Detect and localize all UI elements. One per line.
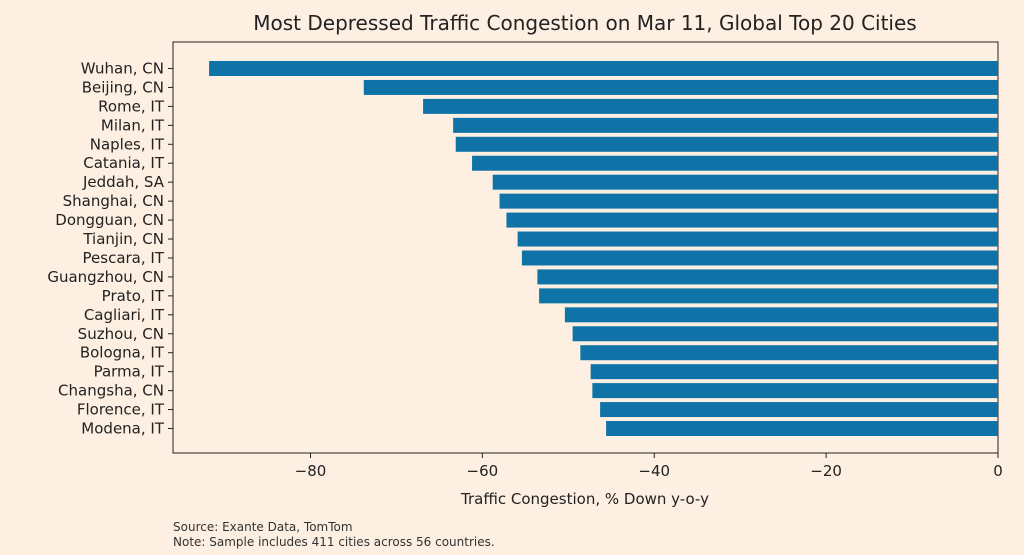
y-tick-label: Dongguan, CN: [55, 211, 164, 229]
bar: [572, 326, 998, 342]
y-tick-label: Catania, IT: [83, 154, 165, 172]
y-tick-label: Prato, IT: [102, 287, 165, 305]
y-tick-label: Beijing, CN: [82, 78, 164, 96]
bar: [506, 212, 998, 228]
y-tick-label: Milan, IT: [101, 116, 165, 134]
bar: [472, 155, 998, 171]
bar: [209, 61, 998, 76]
y-tick-label: Shanghai, CN: [63, 192, 164, 210]
bar: [600, 402, 998, 418]
bar: [537, 269, 998, 285]
bar: [423, 98, 998, 114]
plot-frame: [172, 41, 999, 454]
bar: [606, 421, 998, 436]
bar: [453, 117, 998, 133]
bar: [592, 383, 998, 399]
source-note: Source: Exante Data, TomTom: [173, 520, 353, 534]
y-tick-label: Wuhan, CN: [81, 60, 164, 78]
y-tick-label: Jeddah, SA: [82, 173, 165, 191]
bar: [499, 193, 998, 209]
y-tick-label: Pescara, IT: [83, 249, 165, 267]
x-tick-label: −60: [467, 462, 499, 480]
bar: [492, 174, 998, 190]
y-tick-label: Cagliari, IT: [84, 306, 165, 324]
x-tick-label: −80: [295, 462, 327, 480]
bar: [539, 288, 998, 304]
y-tick-label: Guangzhou, CN: [47, 268, 164, 286]
bar-chart: Most Depressed Traffic Congestion on Mar…: [47, 11, 1003, 508]
x-tick-label: −40: [638, 462, 670, 480]
y-tick-label: Bologna, IT: [80, 344, 165, 362]
bar: [564, 307, 998, 323]
y-tick-label: Naples, IT: [90, 135, 165, 153]
bar: [590, 364, 998, 380]
bar: [363, 79, 998, 95]
y-tick-label: Rome, IT: [98, 97, 165, 115]
y-tick-label: Changsha, CN: [58, 382, 164, 400]
bar: [580, 345, 998, 361]
y-tick-label: Tianjin, CN: [82, 230, 164, 248]
chart-title: Most Depressed Traffic Congestion on Mar…: [253, 11, 916, 35]
x-tick-label: 0: [993, 462, 1003, 480]
bar: [455, 136, 998, 152]
y-tick-label: Parma, IT: [94, 363, 165, 381]
y-tick-label: Modena, IT: [81, 420, 165, 438]
sample-note: Note: Sample includes 411 cities across …: [173, 535, 495, 549]
x-tick-label: −20: [810, 462, 842, 480]
y-tick-label: Florence, IT: [77, 401, 165, 419]
x-axis-label: Traffic Congestion, % Down y-o-y: [460, 490, 709, 508]
bar: [517, 231, 998, 247]
bar: [521, 250, 998, 266]
y-tick-label: Suzhou, CN: [78, 325, 164, 343]
